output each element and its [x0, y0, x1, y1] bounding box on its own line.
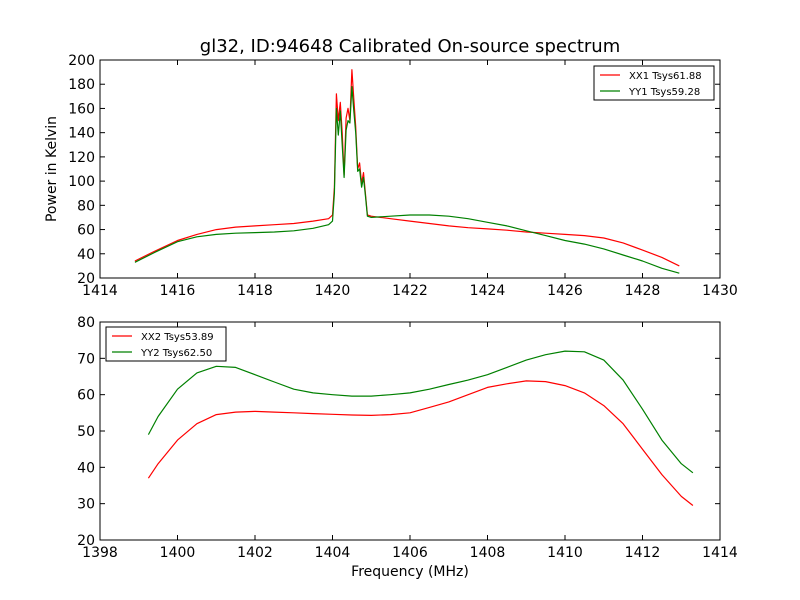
- x-tick-label: 1426: [547, 283, 583, 299]
- legend: XX2 Tsys53.89 YY2 Tsys62.50: [105, 326, 227, 362]
- x-tick-label: 1402: [237, 545, 273, 561]
- y-tick-label: 100: [68, 174, 95, 190]
- y-tick-label: 200: [68, 53, 95, 69]
- x-tick-label: 1418: [237, 283, 273, 299]
- x-tick-label: 1408: [470, 545, 506, 561]
- legend-box: [593, 65, 715, 101]
- x-tick-label: 1400: [160, 545, 196, 561]
- bottom-spectrum-panel: 1398 1400 1402 1404 1406 1408 1410 1412 1414 20 30…: [77, 315, 738, 580]
- x-tick-label: 1416: [160, 283, 196, 299]
- y-tick-label: 180: [68, 77, 95, 93]
- series-line-yy: [134, 86, 680, 274]
- y-tick-label: 70: [77, 351, 95, 367]
- x-tick-label: 1430: [702, 283, 738, 299]
- legend-box: [105, 326, 227, 362]
- y-tick-label: 60: [77, 223, 95, 239]
- series-line-xx: [147, 380, 694, 506]
- y-tick-label: 160: [68, 101, 95, 117]
- y-tick-label: 30: [77, 497, 95, 513]
- top-spectrum-panel: 1414 1416 1418 1420 1422 1424 1426 1428 1430 20 40…: [44, 53, 738, 299]
- y-tick-label: 60: [77, 388, 95, 404]
- y-axis-label: Power in Kelvin: [44, 116, 60, 222]
- x-tick-label: 1410: [547, 545, 583, 561]
- series-lines: [147, 350, 694, 506]
- x-tick-label: 1422: [392, 283, 428, 299]
- legend-label: XX1 Tsys61.88: [629, 71, 702, 82]
- series-lines: [134, 69, 680, 274]
- x-tick-label: 1428: [625, 283, 661, 299]
- y-tick-label: 40: [77, 247, 95, 263]
- y-tick-label: 80: [77, 315, 95, 331]
- x-tick-label: 1412: [625, 545, 661, 561]
- x-tick-label: 1414: [82, 283, 118, 299]
- x-tick-label: 1424: [470, 283, 506, 299]
- legend-label: YY2 Tsys62.50: [140, 348, 212, 359]
- x-tick-label: 1420: [315, 283, 351, 299]
- x-tick-label: 1406: [392, 545, 428, 561]
- y-tick-label: 80: [77, 198, 95, 214]
- x-tick-label: 1404: [315, 545, 351, 561]
- legend: XX1 Tsys61.88 YY1 Tsys59.28: [593, 65, 715, 101]
- chart-title: gl32, ID:94648 Calibrated On-source spec…: [200, 36, 620, 57]
- y-tick-label: 120: [68, 150, 95, 166]
- legend-label: XX2 Tsys53.89: [141, 332, 214, 343]
- series-line-yy: [147, 350, 694, 474]
- x-axis-label: Frequency (MHz): [351, 564, 469, 580]
- legend-label: YY1 Tsys59.28: [628, 87, 700, 98]
- x-tick-label: 1414: [702, 545, 738, 561]
- y-tick-label: 50: [77, 424, 95, 440]
- x-tick-label: 1398: [82, 545, 118, 561]
- y-tick-label: 20: [77, 271, 95, 287]
- y-tick-label: 20: [77, 533, 95, 549]
- y-tick-label: 140: [68, 126, 95, 142]
- y-tick-label: 40: [77, 460, 95, 476]
